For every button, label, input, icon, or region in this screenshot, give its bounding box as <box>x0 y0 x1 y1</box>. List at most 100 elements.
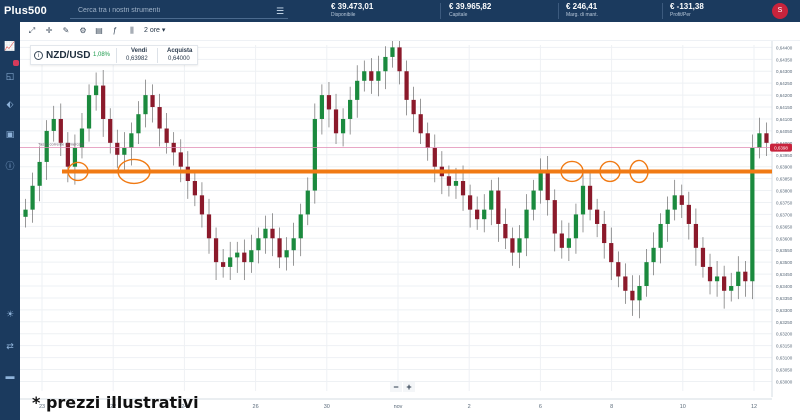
candlestick-chart[interactable]: 0,64400 0,64350 0,64300 0,64250 0,64200 0,641… <box>20 41 800 412</box>
switch-account-icon[interactable]: ⇄ <box>6 341 14 351</box>
zoom-in-button[interactable]: + <box>403 382 415 392</box>
candle-down <box>369 71 374 81</box>
y-tick-label: 0,63200 <box>776 332 793 337</box>
candle-down <box>185 166 190 182</box>
candle-up <box>143 95 148 115</box>
candle-up <box>651 247 656 263</box>
candle-down <box>432 147 437 167</box>
candle-down <box>213 238 219 263</box>
theme-toggle-icon[interactable]: ☀ <box>5 309 15 319</box>
candle-up <box>566 238 572 248</box>
candle-type-icon[interactable]: ⫼ <box>130 26 134 35</box>
candle-up <box>93 85 99 96</box>
candle-down <box>164 128 169 143</box>
current-price-tag <box>770 143 792 152</box>
candle-down <box>397 47 402 72</box>
margin-value: € 246,41 <box>566 2 598 11</box>
candle-down <box>404 71 409 100</box>
instrument-panel: i NZD/USD 1,08% Vendi 0,63982 Acquista 0… <box>30 45 198 65</box>
candle-down <box>150 95 155 108</box>
instrument-name: NZD/USD <box>46 50 91 61</box>
x-tick-label: nov <box>394 404 403 410</box>
footnote: * prezzi illustrativi <box>32 393 199 412</box>
candle-down <box>559 233 564 248</box>
candle-down <box>411 99 416 115</box>
fullscreen-icon[interactable]: ⤢ <box>28 26 36 35</box>
account-margin: € 246,41 Marg. di mant. <box>566 2 598 20</box>
candle-up <box>383 56 388 72</box>
zoom-out-button[interactable]: − <box>390 382 402 392</box>
candle-down <box>587 185 593 210</box>
candle-down <box>743 271 748 282</box>
candle-up <box>235 252 240 258</box>
user-avatar[interactable]: S <box>772 3 788 19</box>
tag-icon[interactable]: ⬖ <box>6 99 14 109</box>
sell-button[interactable]: Vendi <box>131 48 148 54</box>
info-icon[interactable]: i <box>34 51 43 60</box>
candle-up <box>44 130 49 162</box>
save-icon[interactable]: ▤ <box>95 26 103 35</box>
y-tick-label: 0,64300 <box>776 69 793 74</box>
available-value: € 39.473,01 <box>331 2 374 11</box>
candle-down <box>475 209 480 220</box>
y-tick-label: 0,64200 <box>776 93 793 98</box>
search-input[interactable] <box>70 7 260 14</box>
candle-up <box>757 133 762 148</box>
annotation-circle <box>117 158 151 185</box>
candle-up <box>136 114 141 134</box>
candle-down <box>446 176 452 186</box>
settings-icon[interactable]: ⚙ <box>79 26 87 35</box>
zoom-controls: − + <box>390 382 416 392</box>
y-tick-label: 0,63650 <box>776 224 793 229</box>
period-selector[interactable]: 2 ore ▾ <box>144 27 166 34</box>
price-chart[interactable]: 0,64400 0,64350 0,64300 0,64250 0,64200 0,641… <box>20 41 800 412</box>
candle-down <box>594 209 600 224</box>
y-tick-label: 0,63100 <box>776 356 793 361</box>
candle-down <box>545 171 550 201</box>
y-tick-label: 0,63550 <box>776 248 793 253</box>
divider <box>157 48 158 63</box>
chat-icon[interactable]: ▬ <box>5 371 15 381</box>
candle-up <box>129 133 134 148</box>
candle-down <box>326 95 332 110</box>
divider <box>662 3 663 19</box>
y-tick-label: 0,63750 <box>776 200 793 205</box>
y-tick-label: 0,63350 <box>776 296 793 301</box>
sell-price[interactable]: 0,63982 <box>126 56 148 62</box>
candle-up <box>305 190 310 215</box>
indicators-icon[interactable]: ƒ <box>112 26 118 35</box>
candle-down <box>157 107 162 129</box>
candle-up <box>580 185 586 215</box>
buy-button[interactable]: Acquista <box>167 48 193 54</box>
candle-down <box>178 152 183 167</box>
candle-down <box>616 262 621 277</box>
x-tick-label: 10 <box>680 404 686 410</box>
candle-up <box>729 286 734 291</box>
chart-icon[interactable]: 📈 <box>4 41 16 51</box>
plus500-logo[interactable]: Plus500 <box>4 5 47 17</box>
candle-down <box>510 238 515 253</box>
y-tick-label: 0,63000 <box>776 379 793 384</box>
candle-up <box>312 118 317 191</box>
briefcase-icon[interactable]: ▣ <box>5 129 15 139</box>
instrument-search[interactable]: ☰ <box>70 3 288 19</box>
portfolio-icon[interactable]: ◱ <box>5 71 15 81</box>
draw-icon[interactable]: ✎ <box>62 26 70 35</box>
candle-down <box>58 118 63 143</box>
candle-down <box>552 200 557 234</box>
buy-price[interactable]: 0,64000 <box>168 56 190 62</box>
candle-up <box>482 209 487 220</box>
capital-label: Capitale <box>449 12 468 18</box>
x-tick-label: 6 <box>539 404 542 410</box>
x-tick-label: 2 <box>468 404 471 410</box>
x-tick-label: 8 <box>610 404 613 410</box>
candle-up <box>51 118 56 131</box>
y-tick-label: 0,63400 <box>776 284 793 289</box>
candle-up <box>30 185 35 210</box>
info-icon[interactable]: ⓘ <box>5 161 15 171</box>
crosshair-icon[interactable]: ✛ <box>45 26 53 35</box>
candle-down <box>602 223 607 244</box>
y-tick-label: 0,63850 <box>776 177 793 182</box>
menu-icon[interactable]: ☰ <box>275 6 285 16</box>
